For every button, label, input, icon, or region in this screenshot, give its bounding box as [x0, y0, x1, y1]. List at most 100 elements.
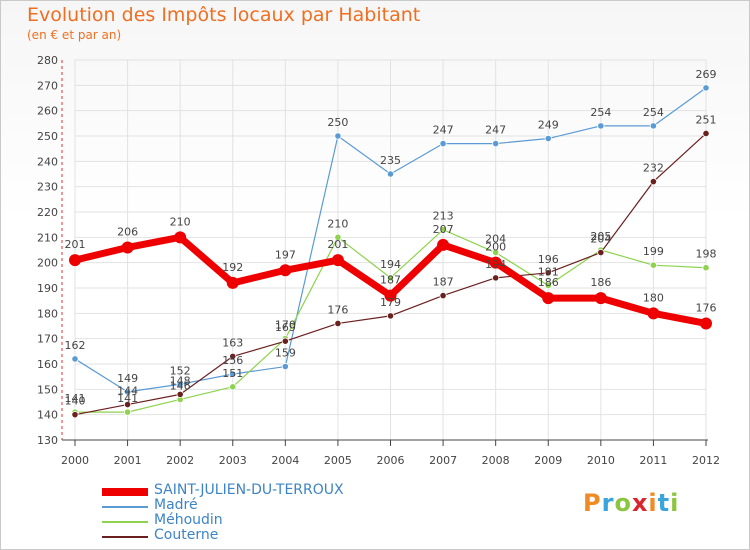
data-label-couterne: 194 [485, 258, 506, 271]
legend-swatch [102, 521, 148, 523]
data-point-mehoudin [229, 383, 237, 391]
data-point-madre [71, 355, 79, 363]
data-label-madre: 149 [117, 372, 138, 385]
data-label-mehoudin: 210 [327, 217, 348, 230]
data-point-madre [386, 170, 395, 178]
legend-label: Méhoudin [154, 512, 223, 528]
data-label-saint-julien-du-terroux: 207 [433, 223, 454, 236]
logo-letter: r [601, 489, 615, 517]
data-label-mehoudin: 205 [590, 230, 611, 243]
data-point-madre [334, 132, 342, 140]
data-label-mehoudin: 199 [643, 245, 664, 258]
data-label-saint-julien-du-terroux: 186 [538, 276, 559, 289]
data-point-madre [544, 134, 552, 143]
data-point-mehoudin [386, 274, 395, 282]
data-label-mehoudin: 146 [170, 379, 191, 392]
data-point-madre [176, 380, 184, 388]
data-point-couterne [649, 178, 658, 186]
data-label-mehoudin: 191 [538, 265, 559, 278]
data-point-saint-julien-du-terroux [331, 254, 344, 267]
data-point-madre [597, 122, 605, 130]
legend-swatch [102, 506, 148, 508]
data-point-mehoudin [649, 261, 658, 269]
data-label-saint-julien-du-terroux: 197 [275, 248, 296, 261]
data-label-saint-julien-du-terroux: 187 [380, 274, 401, 287]
data-point-couterne [281, 337, 289, 345]
x-tick-label: 2006 [377, 454, 405, 467]
data-point-saint-julien-du-terroux [384, 289, 397, 302]
data-label-madre: 235 [380, 154, 401, 167]
y-tick-label: 170 [37, 333, 58, 346]
data-point-mehoudin [334, 233, 342, 241]
data-point-madre [702, 84, 710, 92]
logo-letter: t [657, 489, 671, 517]
legend-swatch [102, 536, 148, 538]
data-label-madre: 247 [485, 124, 506, 137]
data-point-couterne [702, 129, 710, 138]
data-point-saint-julien-du-terroux [700, 317, 712, 330]
x-tick-label: 2000 [61, 454, 89, 467]
data-label-saint-julien-du-terroux: 201 [327, 238, 348, 251]
x-tick-label: 2012 [692, 454, 720, 467]
data-label-madre: 247 [433, 124, 454, 137]
legend-label: Couterne [154, 527, 219, 543]
data-label-couterne: 144 [117, 385, 138, 398]
data-label-saint-julien-du-terroux: 206 [117, 225, 138, 238]
x-tick-label: 2008 [482, 454, 510, 467]
data-point-madre [439, 140, 447, 148]
data-point-couterne [597, 248, 605, 257]
data-label-couterne: 176 [327, 303, 348, 316]
y-tick-label: 230 [37, 181, 58, 194]
logo-letter: P [583, 489, 602, 517]
data-point-couterne [176, 390, 184, 398]
data-point-madre [229, 370, 237, 378]
y-tick-label: 190 [37, 282, 58, 295]
data-point-saint-julien-du-terroux [437, 238, 450, 251]
x-tick-label: 2007 [429, 454, 457, 467]
x-tick-label: 2003 [219, 454, 247, 467]
data-label-couterne: 169 [275, 321, 296, 334]
data-point-mehoudin [702, 264, 710, 272]
data-label-madre: 152 [170, 364, 191, 377]
chart-subtitle: (en € et par an) [27, 28, 122, 42]
legend-label: SAINT-JULIEN-DU-TERROUX [154, 482, 344, 498]
data-label-couterne: 163 [222, 336, 243, 349]
data-label-saint-julien-du-terroux: 200 [485, 241, 506, 254]
data-point-saint-julien-du-terroux [174, 231, 187, 244]
data-point-saint-julien-du-terroux [226, 276, 239, 289]
logo-letter: i [670, 489, 680, 517]
data-point-couterne [492, 274, 500, 282]
data-label-madre: 162 [65, 339, 86, 352]
data-point-saint-julien-du-terroux [121, 241, 134, 254]
data-label-couterne: 148 [170, 374, 191, 387]
x-tick-label: 2010 [587, 454, 615, 467]
data-label-madre: 254 [590, 106, 611, 119]
data-label-madre: 269 [696, 68, 717, 81]
data-point-saint-julien-du-terroux [647, 307, 660, 320]
y-tick-label: 130 [37, 434, 58, 447]
data-label-saint-julien-du-terroux: 201 [65, 238, 86, 251]
data-label-saint-julien-du-terroux: 210 [170, 215, 191, 228]
data-label-madre: 159 [275, 347, 296, 360]
y-tick-label: 180 [37, 307, 58, 320]
y-tick-label: 150 [37, 383, 58, 396]
chart-title: Evolution des Impôts locaux par Habitant [27, 4, 421, 26]
data-label-mehoudin: 141 [117, 392, 138, 405]
y-tick-label: 280 [37, 54, 58, 67]
y-tick-label: 160 [37, 358, 58, 371]
logo-letter: i [648, 489, 658, 517]
x-tick-label: 2011 [639, 454, 667, 467]
legend-swatch [102, 488, 148, 496]
data-point-saint-julien-du-terroux [279, 264, 292, 277]
data-point-saint-julien-du-terroux [69, 254, 81, 267]
x-tick-label: 2001 [114, 454, 142, 467]
data-label-saint-julien-du-terroux: 180 [643, 291, 664, 304]
y-tick-label: 210 [37, 231, 58, 244]
data-point-saint-julien-du-terroux [542, 292, 555, 305]
data-label-saint-julien-du-terroux: 186 [590, 276, 611, 289]
data-point-saint-julien-du-terroux [489, 256, 502, 269]
data-label-couterne: 187 [433, 276, 454, 289]
data-label-madre: 250 [327, 116, 348, 129]
